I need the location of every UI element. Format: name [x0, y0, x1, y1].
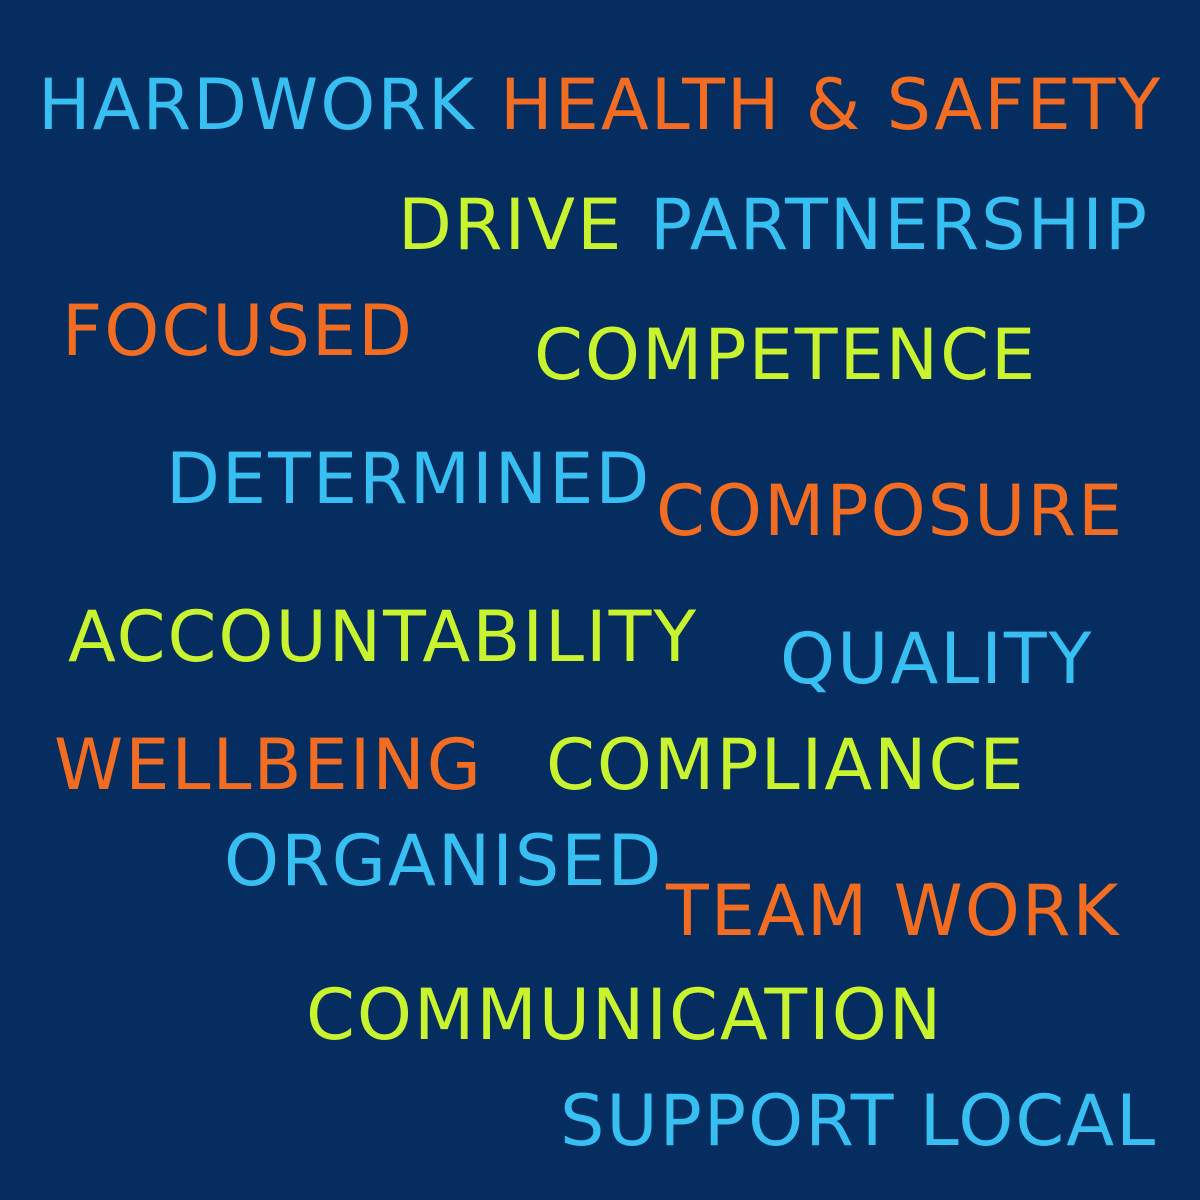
word-team-work: TEAM WORK	[666, 870, 1121, 952]
word-wellbeing: WELLBEING	[54, 724, 483, 806]
word-compliance: COMPLIANCE	[546, 724, 1026, 806]
word-organised: ORGANISED	[224, 820, 664, 902]
word-focused: FOCUSED	[62, 290, 415, 372]
word-support-local: SUPPORT LOCAL	[560, 1080, 1158, 1162]
word-quality: QUALITY	[780, 618, 1094, 700]
word-hardwork: HARDWORK	[38, 64, 476, 146]
word-communication: COMMUNICATION	[306, 974, 944, 1056]
word-competence: COMPETENCE	[534, 314, 1038, 396]
word-health-safety: HEALTH & SAFETY	[500, 64, 1163, 146]
word-accountability: ACCOUNTABILITY	[68, 596, 699, 678]
word-partnership: PARTNERSHIP	[650, 184, 1150, 266]
word-composure: COMPOSURE	[656, 470, 1125, 552]
word-drive: DRIVE	[398, 184, 624, 266]
word-determined: DETERMINED	[166, 438, 652, 520]
